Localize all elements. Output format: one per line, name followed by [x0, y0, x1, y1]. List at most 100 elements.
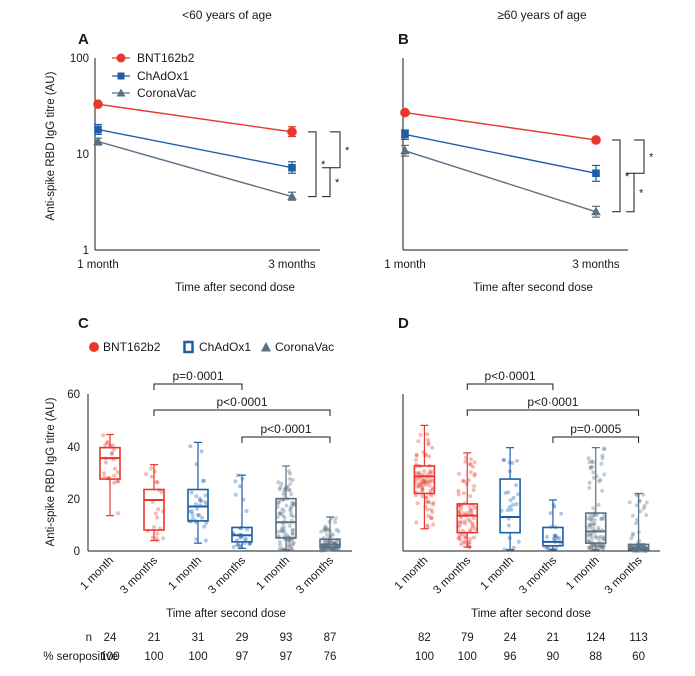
- panel-d-datapoint-bnt162b2-1-month: [418, 482, 423, 487]
- panel-c-datapoint-chadox1-3-months: [243, 536, 248, 541]
- title-60-plus: ≥60 years of age: [497, 8, 587, 22]
- panel-d-datapoint-coronavac-1-month: [586, 456, 591, 461]
- panel-c-datapoint-coronavac-1-month: [290, 528, 295, 533]
- panel-d-datapoint-bnt162b2-1-month: [430, 502, 435, 507]
- panel-d-datapoint-bnt162b2-1-month: [429, 515, 434, 520]
- panel-c-datapoint-bnt162b2-1-month: [112, 480, 117, 485]
- panel-c-datapoint-bnt162b2-1-month: [104, 441, 109, 446]
- panel-d-datapoint-bnt162b2-3-months: [467, 504, 472, 509]
- panel-c-datapoint-coronavac-1-month: [289, 547, 294, 552]
- panel-d-datapoint-bnt162b2-1-month: [416, 484, 421, 489]
- panel-d-datapoint-coronavac-1-month: [596, 525, 601, 530]
- panel-d-datapoint-bnt162b2-3-months: [459, 506, 463, 511]
- panel-d-comparison-bracket: [466, 383, 554, 390]
- panel-c-datapoint-coronavac-1-month: [288, 507, 292, 512]
- panel-d-datapoint-coronavac-3-months: [630, 513, 635, 518]
- table-d-n-cell: 21: [547, 632, 560, 644]
- panel-c-datapoint-chadox1-3-months: [231, 545, 236, 549]
- panel-c-datapoint-coronavac-3-months: [325, 547, 330, 551]
- panel-c-datapoint-coronavac-1-month: [290, 531, 295, 536]
- panel-c-datapoint-chadox1-1-month: [189, 490, 194, 495]
- panel-d-xtick-coronavac-1-month: 1 month: [564, 555, 602, 593]
- panel-c-datapoint-coronavac-1-month: [278, 511, 283, 516]
- panel-d-datapoint-coronavac-3-months: [631, 531, 636, 536]
- panel-c-datapoint-coronavac-3-months: [323, 540, 328, 544]
- panel-d-datapoint-bnt162b2-1-month: [427, 469, 432, 474]
- panel-a-ytick: 1: [83, 245, 89, 257]
- panel-c-datapoint-coronavac-3-months: [336, 529, 341, 534]
- panel-d-datapoint-chadox1-3-months: [550, 547, 555, 551]
- panel-d-datapoint-chadox1-3-months: [551, 502, 556, 507]
- panel-d-datapoint-bnt162b2-3-months: [461, 540, 466, 545]
- panel-d-datapoint-bnt162b2-3-months: [459, 542, 464, 547]
- panel-c-datapoint-coronavac-3-months: [325, 527, 329, 532]
- panel-c-datapoint-coronavac-1-month: [278, 511, 283, 516]
- panel-c-datapoint-bnt162b2-3-months: [144, 472, 148, 477]
- panel-d-datapoint-coronavac-1-month: [588, 513, 593, 518]
- panel-d-datapoint-coronavac-1-month: [588, 546, 593, 551]
- legend-label-coronavac: CoronaVac: [275, 340, 334, 354]
- table-row-label-seropositive: % seropositive: [43, 651, 118, 663]
- panel-c-ytick: 0: [74, 546, 80, 558]
- panel-d-datapoint-bnt162b2-1-month: [428, 488, 433, 493]
- panel-c-xtick-chadox1-3-months: 3 months: [206, 554, 248, 596]
- panel-d-datapoint-chadox1-1-month: [511, 545, 516, 550]
- panel-d-datapoint-coronavac-1-month: [601, 546, 606, 551]
- panel-d-datapoint-coronavac-1-month: [589, 536, 594, 541]
- panel-c-datapoint-coronavac-1-month: [289, 492, 294, 496]
- panel-b-sig-bracket: [634, 139, 645, 174]
- panel-c-comparison-bracket: [153, 409, 331, 416]
- panel-c-datapoint-coronavac-1-month: [282, 515, 287, 520]
- panel-d-datapoint-bnt162b2-1-month: [416, 439, 421, 444]
- panel-c-datapoint-coronavac-1-month: [285, 545, 290, 550]
- panel-c-datapoint-coronavac-1-month: [278, 529, 283, 534]
- panel-c-datapoint-coronavac-3-months: [333, 520, 338, 525]
- panel-c-datapoint-bnt162b2-3-months: [159, 490, 164, 494]
- panel-d-xtick-chadox1-3-months: 3 months: [517, 554, 559, 596]
- panel-a-point-bnt162b2: [287, 127, 297, 137]
- panel-d-datapoint-bnt162b2-1-month: [425, 432, 430, 437]
- panel-d-datapoint-coronavac-1-month: [599, 545, 604, 550]
- panel-d-datapoint-coronavac-1-month: [591, 544, 596, 548]
- panel-d-datapoint-bnt162b2-3-months: [468, 537, 473, 541]
- panel-d-comparison-bracket: [552, 436, 640, 443]
- panel-c-comparison-label: p<0·0001: [260, 422, 311, 436]
- table-c-n-cell: 24: [104, 632, 117, 644]
- panel-c-box-bnt162b2-1-month: [99, 446, 121, 480]
- panel-c-xtick-bnt162b2-1-month: 1 month: [78, 555, 116, 593]
- panel-b-significance: * * *: [612, 139, 654, 213]
- legend-marker-bnt: [89, 342, 99, 352]
- panel-c-datapoint-coronavac-1-month: [276, 501, 280, 506]
- panel-a-sig-label: *: [321, 159, 326, 171]
- panel-c-datapoint-coronavac-1-month: [288, 544, 293, 549]
- panel-c-datapoint-bnt162b2-1-month: [105, 440, 110, 444]
- panel-d-xtick-coronavac-3-months: 3 months: [603, 554, 645, 596]
- panel-d-datapoint-coronavac-3-months: [627, 500, 632, 505]
- panel-d-datapoint-bnt162b2-3-months: [456, 536, 461, 541]
- panel-c-datapoint-coronavac-1-month: [289, 504, 294, 508]
- panel-c-datapoint-chadox1-1-month: [197, 513, 201, 518]
- panel-c-datapoint-coronavac-1-month: [290, 478, 295, 482]
- panel-letter-c: C: [78, 315, 89, 332]
- panel-a-sig-bracket: [308, 131, 317, 198]
- panel-c-datapoint-coronavac-1-month: [285, 484, 290, 489]
- panel-d-datapoint-chadox1-1-month: [509, 507, 514, 512]
- panel-c-datapoint-bnt162b2-1-month: [116, 511, 120, 516]
- panel-c-datapoint-coronavac-3-months: [335, 539, 339, 544]
- panel-c-datapoint-chadox1-1-month: [203, 538, 208, 543]
- panel-c-datapoint-coronavac-1-month: [281, 513, 286, 518]
- panel-c-datapoint-coronavac-1-month: [277, 547, 282, 552]
- panel-c-datapoint-coronavac-3-months: [319, 529, 324, 534]
- panel-a-point-coronavac: [93, 136, 103, 145]
- panel-d-datapoint-coronavac-1-month: [601, 535, 606, 539]
- panel-d-box-chadox1-3-months: [542, 526, 564, 547]
- panel-c-datapoint-coronavac-1-month: [290, 532, 295, 536]
- panel-a-series-line-coronavac: [97, 140, 293, 198]
- panel-c-datapoint-coronavac-1-month: [281, 491, 286, 496]
- panel-c-datapoint-chadox1-1-month: [199, 449, 204, 454]
- panel-d-datapoint-bnt162b2-3-months: [472, 535, 476, 540]
- panel-d-datapoint-bnt162b2-1-month: [415, 484, 420, 489]
- panel-c-datapoint-coronavac-1-month: [288, 542, 293, 547]
- panel-d-datapoint-chadox1-1-month: [514, 502, 519, 507]
- panel-d-datapoint-coronavac-1-month: [588, 533, 593, 538]
